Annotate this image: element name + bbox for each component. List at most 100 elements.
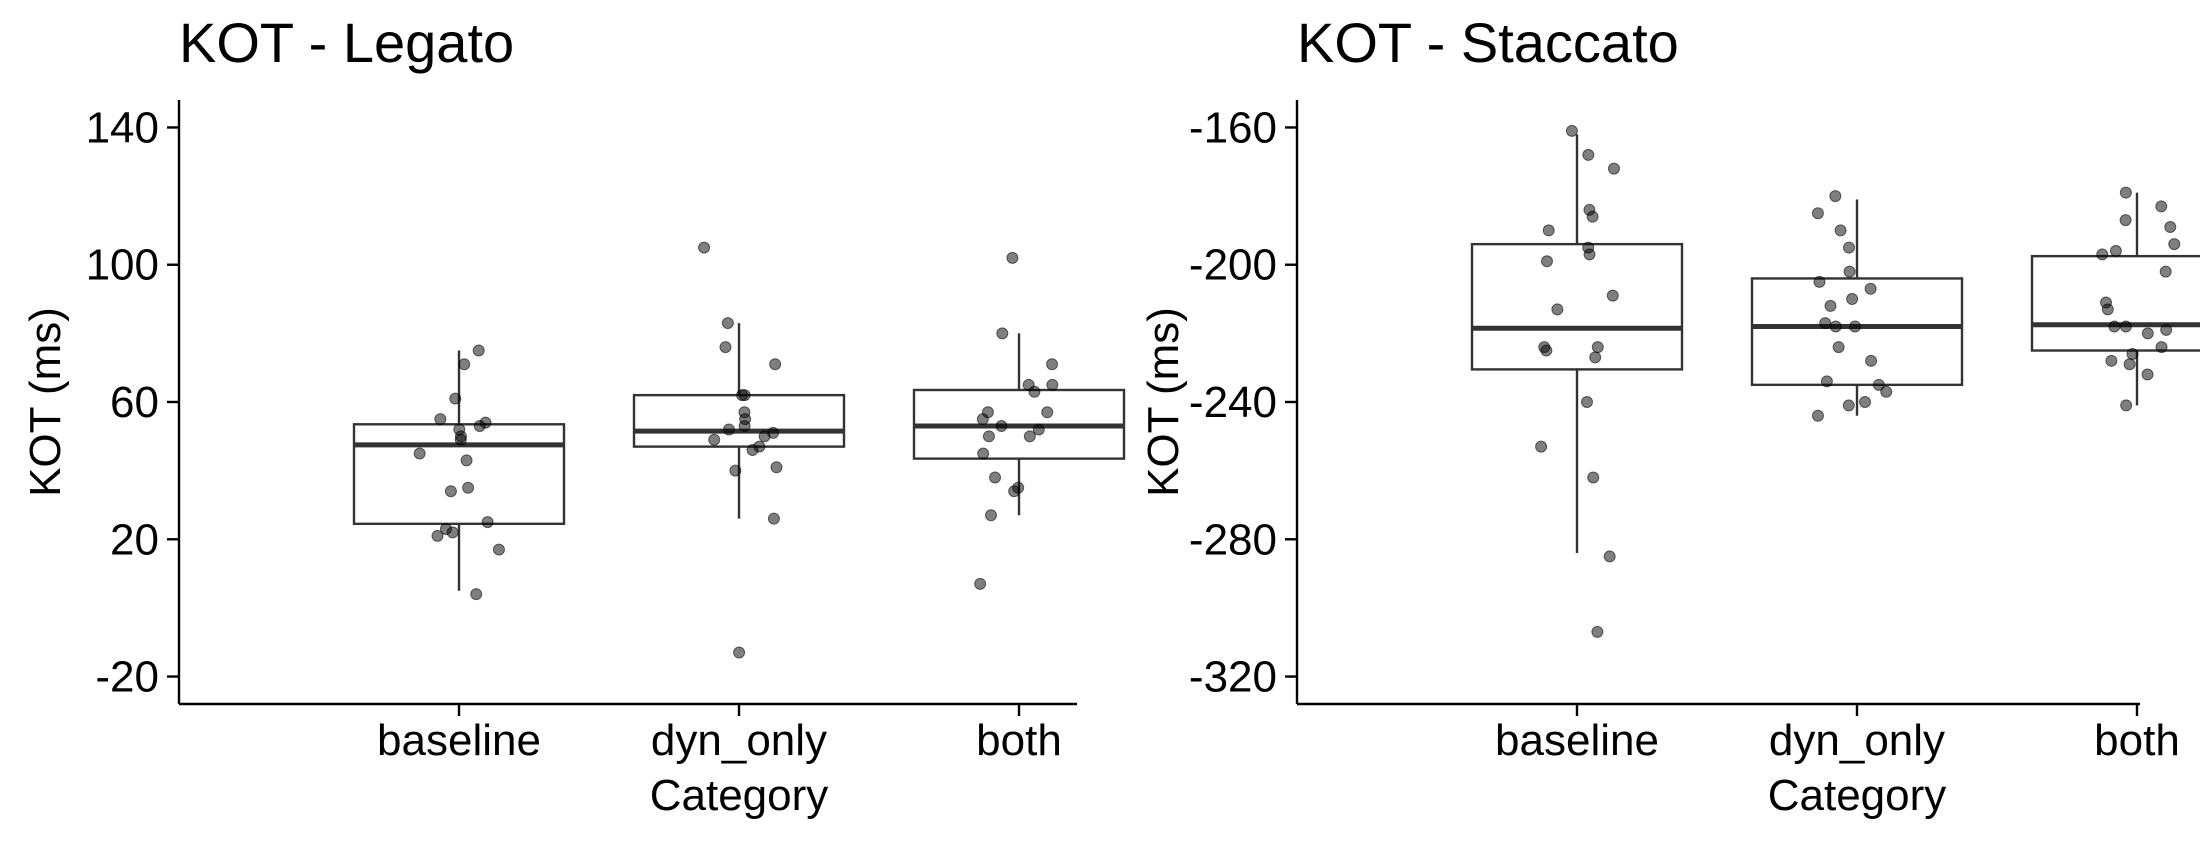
data-point [1540, 344, 1553, 357]
x-axis-title: Category [650, 771, 829, 820]
data-point [2109, 245, 2122, 257]
data-point [1587, 471, 1600, 484]
data-point [2141, 327, 2154, 340]
chart-title: KOT - Staccato [1297, 11, 1679, 74]
data-point [985, 509, 998, 522]
x-tick-label: baseline [1495, 716, 1659, 765]
data-point [1811, 409, 1824, 422]
data-point [1880, 385, 1893, 398]
data-point [1859, 396, 1872, 408]
data-point [1565, 124, 1578, 137]
data-point [738, 389, 751, 402]
y-axis-title: KOT (ms) [1139, 307, 1188, 497]
data-point [1606, 289, 1619, 302]
data-point [1580, 396, 1593, 408]
data-point [1583, 248, 1596, 261]
data-point [2119, 186, 2132, 199]
y-tick-label: -280 [1189, 515, 1277, 564]
chart-panel-legato: KOT - Legato KOT (ms) Category -20 20 60 10… [21, 11, 1126, 820]
data-point [1842, 241, 1855, 254]
data-point [413, 447, 426, 460]
y-tick-label: 140 [86, 103, 159, 152]
y-axis-title: KOT (ms) [21, 307, 70, 497]
data-point [1829, 190, 1842, 203]
data-point [1834, 224, 1847, 237]
data-point [2119, 320, 2132, 333]
box-iqr-both [2030, 254, 2200, 352]
data-point [1843, 265, 1856, 278]
data-point [1607, 162, 1620, 175]
data-point [1023, 430, 1036, 443]
chart-panel-staccato: KOT - Staccato KOT (ms) Category -320 -28… [1139, 11, 2200, 820]
data-point [982, 430, 995, 443]
data-point [976, 413, 989, 426]
data-point [733, 646, 746, 659]
y-tick-label: 100 [86, 241, 159, 290]
data-point [2123, 358, 2136, 371]
data-point [758, 430, 771, 443]
data-point [2126, 347, 2139, 360]
data-point [1811, 207, 1824, 220]
data-point [1846, 293, 1859, 306]
data-point [2164, 220, 2177, 233]
data-point [462, 481, 475, 494]
data-point [1041, 406, 1054, 419]
box-iqr-dyn_only [632, 393, 846, 448]
data-point [2160, 323, 2173, 336]
data-point [1046, 378, 1059, 391]
y-tick-label: -200 [1189, 241, 1277, 290]
data-point [1591, 625, 1604, 638]
y-tick-label: 20 [110, 515, 159, 564]
data-point [1586, 210, 1599, 223]
y-tick-label: -160 [1189, 103, 1277, 152]
data-point [449, 392, 462, 405]
data-point [729, 464, 742, 477]
data-point [977, 447, 990, 460]
data-point [458, 358, 471, 371]
x-tick-label: both [976, 716, 1062, 765]
data-point [767, 512, 780, 525]
x-tick-label: dyn_only [1769, 716, 1945, 765]
data-point [708, 433, 721, 446]
data-point [1865, 354, 1878, 367]
data-point [2101, 303, 2114, 316]
data-point [1872, 378, 1885, 391]
data-point [974, 577, 987, 590]
data-point [770, 461, 783, 474]
y-tick-label: -240 [1189, 378, 1277, 427]
y-tick-label: -320 [1189, 653, 1277, 702]
data-point [481, 516, 494, 529]
data-point [2108, 320, 2121, 333]
y-tick-label: 60 [110, 378, 159, 427]
data-point [719, 341, 732, 354]
x-tick-label: both [2094, 716, 2180, 765]
data-point [1542, 224, 1555, 237]
x-tick-label: baseline [377, 716, 541, 765]
data-point [721, 317, 734, 330]
data-point [1829, 320, 1842, 333]
data-point [446, 526, 459, 539]
data-point [444, 485, 457, 498]
data-point [2155, 341, 2168, 354]
data-point [2159, 265, 2172, 278]
data-point [989, 471, 1002, 484]
data-point [1540, 255, 1553, 268]
data-point [769, 358, 782, 371]
x-tick-label: dyn_only [651, 716, 827, 765]
data-point [460, 454, 473, 467]
data-point [2096, 248, 2109, 261]
data-point [2168, 238, 2181, 251]
data-point [2105, 354, 2118, 367]
data-point [738, 420, 751, 433]
data-point [1008, 485, 1021, 498]
data-point [1813, 275, 1826, 288]
data-point [1032, 423, 1045, 436]
data-point [698, 241, 711, 254]
data-point [1028, 385, 1041, 398]
data-point [995, 420, 1008, 433]
data-point [472, 344, 485, 357]
chart-title: KOT - Legato [179, 11, 514, 74]
data-point [1832, 341, 1845, 354]
data-point [431, 529, 444, 542]
